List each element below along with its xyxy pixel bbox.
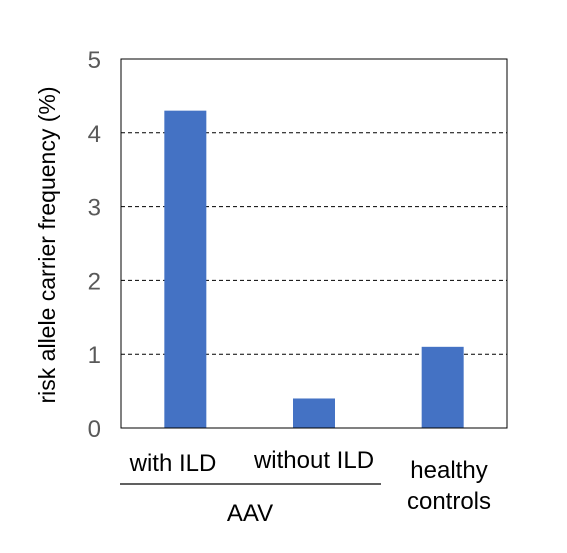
- y-axis-ticks: 0 1 2 3 4 5: [88, 47, 101, 443]
- group-label: AAV: [227, 500, 273, 527]
- bar-0: [164, 110, 207, 428]
- x-axis-category-labels: with ILD without ILD healthy controls: [129, 447, 491, 515]
- x-category-label: without ILD: [253, 447, 374, 474]
- x-category-label: healthy controls: [407, 457, 491, 515]
- y-tick-label: 0: [88, 416, 101, 443]
- y-tick-label: 5: [88, 47, 101, 74]
- y-tick-label: 4: [88, 121, 101, 148]
- y-axis-title: risk allele carrier frequency (%): [34, 87, 60, 404]
- y-tick-label: 1: [88, 342, 101, 369]
- y-tick-label: 2: [88, 268, 101, 295]
- bar-1: [293, 398, 335, 428]
- x-category-label: with ILD: [129, 450, 217, 477]
- bar-2: [421, 346, 464, 428]
- bar-series: [164, 110, 464, 428]
- y-tick-label: 3: [88, 195, 101, 222]
- plot-area-frame: [120, 58, 508, 429]
